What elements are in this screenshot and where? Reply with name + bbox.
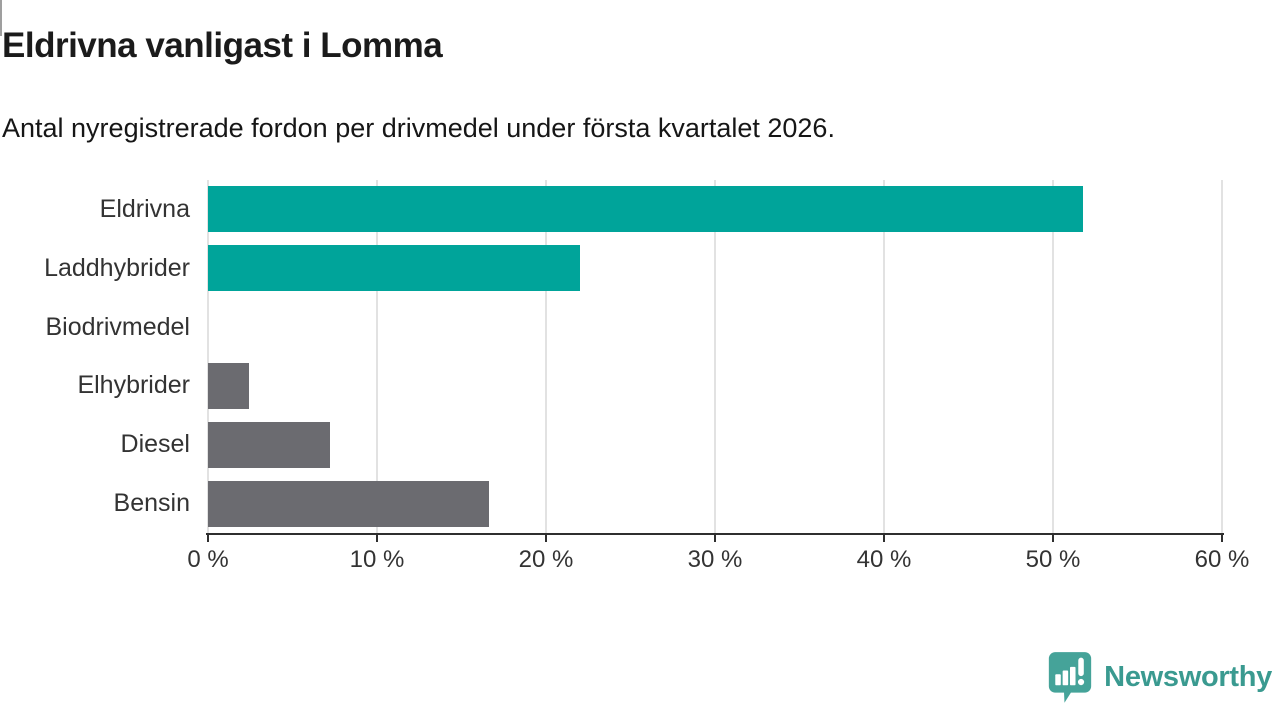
gridline-50 — [1052, 180, 1054, 533]
x-tick-mark-60 — [1221, 533, 1223, 542]
bar-eldrivna — [208, 186, 1084, 233]
newsworthy-logo-text: Newsworthy — [1104, 660, 1272, 693]
bar-bensin — [208, 480, 489, 527]
x-tick-label-60: 60 % — [1194, 546, 1250, 573]
left-edge-artifact — [0, 0, 2, 36]
bar-row-bensin — [208, 474, 1222, 533]
bar-row-diesel — [208, 415, 1222, 474]
chart-title: Eldrivna vanligast i Lomma — [2, 26, 443, 65]
y-label-laddhybrider: Laddhybrider — [44, 253, 190, 282]
x-tick-mark-20 — [545, 533, 547, 542]
logo-bar-glyphs — [1055, 657, 1085, 686]
x-tick-mark-10 — [376, 533, 378, 542]
y-label-diesel: Diesel — [120, 430, 190, 459]
gridline-60 — [1221, 180, 1223, 533]
bar-elhybrider — [208, 362, 249, 409]
x-axis-line — [206, 533, 1224, 535]
x-tick-label-0: 0 % — [187, 546, 229, 573]
x-axis-tick-labels: 0 % 10 % 20 % 30 % 40 % 50 % 60 % — [187, 546, 1249, 576]
x-tick-label-40: 40 % — [856, 546, 912, 573]
bar-row-biodrivmedel — [208, 298, 1222, 357]
bar-row-laddhybrider — [208, 239, 1222, 298]
y-label-elhybrider: Elhybrider — [77, 371, 190, 400]
gridline-30 — [714, 180, 716, 533]
y-label-eldrivna: Eldrivna — [99, 194, 190, 223]
gridline-0 — [207, 180, 209, 533]
newsworthy-logo-icon — [1049, 652, 1092, 703]
x-tick-label-10: 10 % — [349, 546, 405, 573]
x-tick-label-20: 20 % — [518, 546, 574, 573]
x-tick-mark-0 — [207, 533, 209, 542]
bar-row-elhybrider — [208, 357, 1222, 416]
bar-diesel — [208, 421, 330, 468]
bar-row-eldrivna — [208, 180, 1222, 239]
newsworthy-logo: Newsworthy — [1047, 650, 1272, 704]
x-tick-mark-30 — [714, 533, 716, 542]
gridline-10 — [376, 180, 378, 533]
y-label-bensin: Bensin — [113, 489, 190, 518]
x-tick-mark-50 — [1052, 533, 1054, 542]
gridline-20 — [545, 180, 547, 533]
y-label-biodrivmedel: Biodrivmedel — [45, 312, 190, 341]
chart-subtitle: Antal nyregistrerade fordon per drivmede… — [2, 113, 835, 143]
gridline-40 — [883, 180, 885, 533]
x-tick-label-30: 30 % — [687, 546, 743, 573]
plot-area — [206, 180, 1224, 542]
y-axis-labels: Eldrivna Laddhybrider Biodrivmedel Elhybrid… — [0, 180, 190, 533]
x-tick-label-50: 50 % — [1025, 546, 1081, 573]
bar-laddhybrider — [208, 245, 580, 292]
x-tick-mark-40 — [883, 533, 885, 542]
